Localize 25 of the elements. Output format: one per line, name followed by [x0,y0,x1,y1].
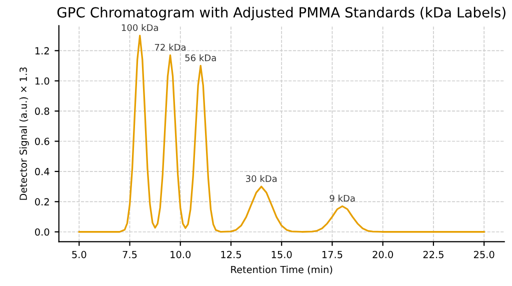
annotation: 9 kDa [330,194,355,202]
annotation: 30 kDa [246,175,277,182]
x-tick-label: 22.5 [423,250,444,258]
y-tick-label: 0.8 [35,108,50,115]
x-tick-label: 10.0 [170,250,191,258]
annotation: 56 kDa [185,54,216,62]
x-tick-label: 7.5 [122,250,137,258]
line-series [78,34,485,233]
x-tick-label: 5.0 [72,250,86,258]
x-tick-label: 17.5 [322,250,342,258]
y-tick-label: 0.0 [35,228,50,236]
x-tick-label: 15.0 [272,250,292,258]
y-tick-label: 0.6 [35,138,50,146]
x-tick-label: 20.0 [372,250,394,258]
x-axis-title: Retention Time (min) [231,266,332,274]
chart-title: GPC Chromatogram with Adjusted PMMA Standards (kDa Labels) [57,6,506,20]
annotation: 72 kDa [154,44,186,51]
y-tick-label: 0.2 [35,198,49,206]
annotation: 100 kDa [122,24,158,32]
y-tick-label: 0.4 [35,168,50,176]
x-tick-label: 25.0 [474,250,494,258]
y-axis-title: Detector Signal (a.u.) × 1.3 [19,67,29,200]
x-tick-label: 12.5 [221,250,241,258]
y-tick-label: 1.2 [35,47,49,54]
y-tick-label: 1.0 [35,77,50,85]
